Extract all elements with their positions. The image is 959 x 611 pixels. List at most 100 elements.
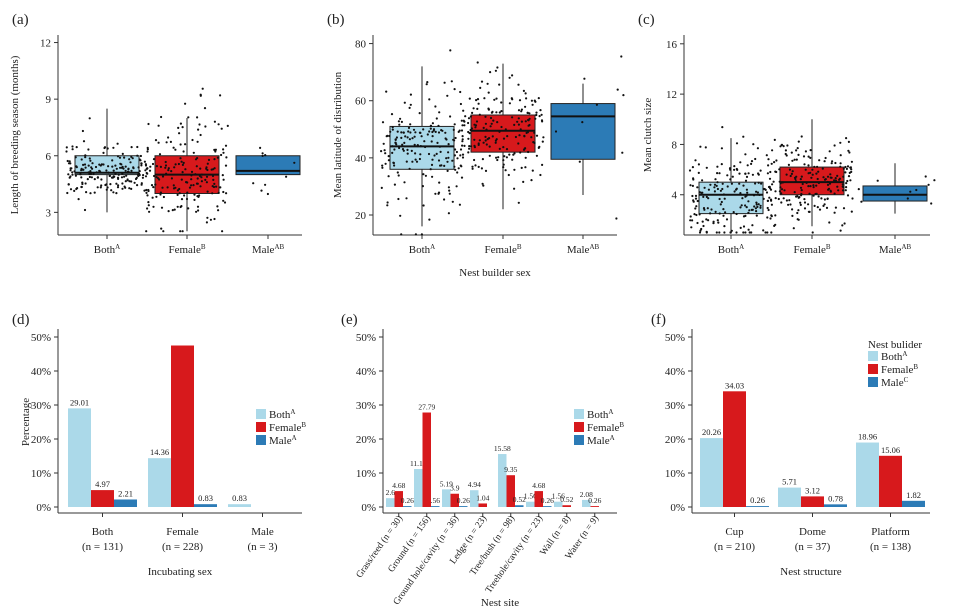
- data-point: [735, 212, 738, 216]
- data-point: [703, 186, 706, 189]
- data-point: [520, 110, 523, 113]
- data-point: [426, 81, 429, 84]
- data-point: [457, 167, 460, 170]
- data-point: [811, 231, 814, 234]
- panel-label: (d): [12, 312, 30, 328]
- data-point: [773, 161, 776, 164]
- data-point: [494, 69, 497, 72]
- data-point: [542, 136, 545, 139]
- data-point: [770, 215, 773, 218]
- data-point: [134, 177, 138, 181]
- legend-swatch: [256, 422, 266, 432]
- x-tick-label: BothA: [409, 243, 435, 256]
- data-point: [400, 233, 403, 236]
- data-point: [740, 204, 743, 207]
- data-point: [766, 206, 769, 210]
- data-point: [447, 156, 450, 159]
- data-point: [133, 181, 136, 184]
- data-point: [751, 173, 755, 176]
- x-tick-label: FemaleB: [793, 243, 830, 256]
- data-point: [621, 151, 624, 154]
- data-point: [207, 158, 211, 161]
- data-label: .56: [431, 496, 441, 505]
- data-point: [876, 179, 879, 182]
- data-point: [809, 149, 812, 152]
- data-point: [723, 197, 726, 200]
- data-point: [513, 187, 516, 190]
- data-point: [757, 181, 760, 184]
- data-point: [797, 140, 800, 143]
- data-point: [261, 154, 264, 157]
- data-point: [120, 176, 124, 179]
- data-point: [446, 160, 449, 163]
- data-point: [402, 131, 405, 134]
- data-point: [828, 182, 832, 185]
- data-point: [222, 190, 225, 194]
- data-point: [778, 168, 781, 171]
- data-point: [225, 192, 228, 195]
- data-label: 9.35: [504, 465, 517, 474]
- data-point: [117, 173, 120, 176]
- data-point: [193, 193, 196, 196]
- data-point: [834, 161, 837, 165]
- data-point: [517, 123, 521, 126]
- data-point: [391, 126, 394, 129]
- legend-title: Nest bulider: [868, 339, 922, 351]
- bar: [386, 498, 395, 507]
- data-point: [845, 186, 848, 189]
- data-point: [845, 137, 848, 140]
- data-point: [846, 179, 849, 183]
- y-tick-label: 40%: [356, 366, 376, 378]
- data-label: 0.78: [828, 493, 843, 503]
- data-point: [105, 188, 108, 191]
- data-point: [772, 180, 775, 183]
- data-point: [386, 201, 389, 204]
- data-point: [769, 188, 773, 191]
- data-point: [513, 123, 516, 126]
- data-point: [183, 194, 186, 197]
- data-point: [744, 231, 747, 234]
- data-point: [201, 87, 204, 90]
- data-point: [502, 137, 506, 140]
- data-point: [771, 183, 774, 186]
- data-point: [783, 189, 786, 192]
- data-label: 15.06: [881, 445, 900, 455]
- data-point: [165, 141, 168, 144]
- data-point: [850, 210, 853, 213]
- data-point: [539, 109, 542, 112]
- data-point: [440, 164, 443, 167]
- data-point: [75, 165, 78, 168]
- data-point: [795, 195, 798, 198]
- data-point: [467, 121, 470, 125]
- data-point: [766, 231, 769, 234]
- data-point: [774, 190, 777, 193]
- data-point: [765, 154, 768, 157]
- data-point: [815, 184, 818, 187]
- data-point: [745, 194, 748, 197]
- data-point: [461, 153, 465, 156]
- data-point: [285, 175, 288, 178]
- data-point: [395, 136, 398, 139]
- data-point: [385, 90, 388, 93]
- data-point: [176, 205, 179, 208]
- data-point: [136, 145, 139, 149]
- data-point: [800, 135, 803, 138]
- data-point: [927, 183, 930, 186]
- data-point: [705, 230, 708, 233]
- data-point: [190, 170, 194, 173]
- box: [698, 181, 764, 215]
- data-point: [583, 77, 586, 80]
- data-point: [496, 158, 499, 162]
- data-point: [500, 125, 503, 129]
- data-point: [924, 175, 927, 178]
- data-point: [733, 190, 736, 193]
- data-point: [180, 160, 183, 163]
- data-point: [196, 182, 199, 185]
- data-point: [144, 169, 147, 172]
- data-point: [768, 196, 771, 199]
- data-point: [82, 163, 85, 166]
- data-point: [165, 172, 168, 175]
- data-point: [172, 184, 175, 187]
- data-point: [469, 128, 472, 132]
- data-label: 5.71: [782, 477, 797, 487]
